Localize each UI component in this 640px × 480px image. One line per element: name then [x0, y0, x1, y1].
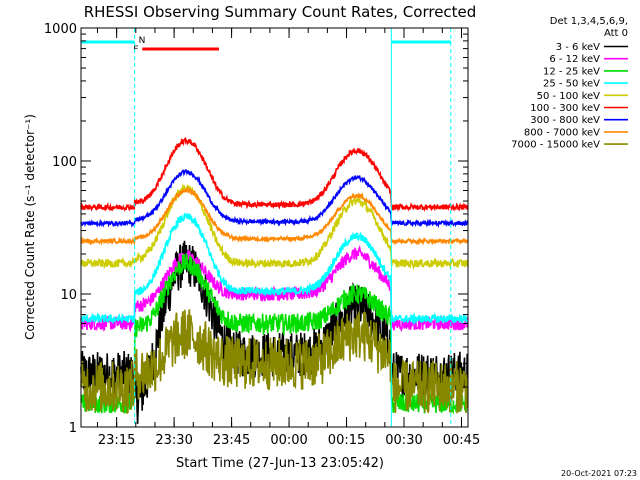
legend-header-0: Det 1,3,4,5,6,9,	[550, 16, 628, 27]
legend-label-7: 800 - 7000 keV	[524, 127, 600, 138]
series-line-8	[80, 308, 469, 415]
series-line-2	[80, 253, 469, 415]
y-tick-label-2: 100	[52, 155, 77, 170]
y-tick-label-1: 10	[60, 288, 77, 303]
series-line-4	[80, 183, 469, 270]
y-tick-label-0: 1	[69, 421, 77, 436]
series-line-3	[80, 213, 468, 326]
legend-label-2: 12 - 25 keV	[543, 66, 600, 77]
y-axis-label: Corrected Count Rate (s⁻¹ detector⁻¹)	[23, 114, 37, 340]
legend-label-6: 300 - 800 keV	[530, 115, 600, 126]
x-tick-label-4: 00:15	[328, 433, 365, 448]
plot-frame	[80, 27, 469, 428]
legend-label-0: 3 - 6 keV	[556, 42, 600, 53]
legend-label-4: 50 - 100 keV	[537, 91, 601, 102]
x-tick-label-2: 23:45	[213, 433, 250, 448]
legend-label-3: 25 - 50 keV	[543, 79, 600, 90]
series-line-7	[80, 185, 469, 246]
axes: 1 10 100 1000 23:15 23:30 23:45 00:00 00:15 00:30…	[44, 22, 480, 448]
x-tick-label-1: 23:30	[155, 433, 192, 448]
series-line-5	[80, 137, 469, 213]
legend-header-1: Att 0	[604, 28, 628, 39]
x-axis-label: Start Time (27-Jun-13 23:05:42)	[176, 456, 384, 471]
night-flag-label: N	[139, 36, 146, 46]
date-stamp: 20-Oct-2021 07:23	[561, 469, 637, 478]
legend-label-8: 7000 - 15000 keV	[511, 140, 600, 151]
series-line-6	[80, 168, 469, 229]
legend-label-5: 100 - 300 keV	[530, 103, 600, 114]
flare-flag-label: F	[133, 45, 138, 55]
y-tick-label-3: 1000	[44, 22, 77, 37]
series-line-1	[80, 244, 469, 333]
x-tick-label-5: 00:30	[385, 433, 422, 448]
x-tick-label-3: 00:00	[270, 433, 307, 448]
legend-label-1: 6 - 12 keV	[549, 54, 600, 65]
x-tick-label-0: 23:15	[98, 433, 135, 448]
plot-area: NF	[80, 28, 469, 427]
x-tick-label-6: 00:45	[443, 433, 480, 448]
chart-title: RHESSI Observing Summary Count Rates, Co…	[84, 3, 477, 21]
